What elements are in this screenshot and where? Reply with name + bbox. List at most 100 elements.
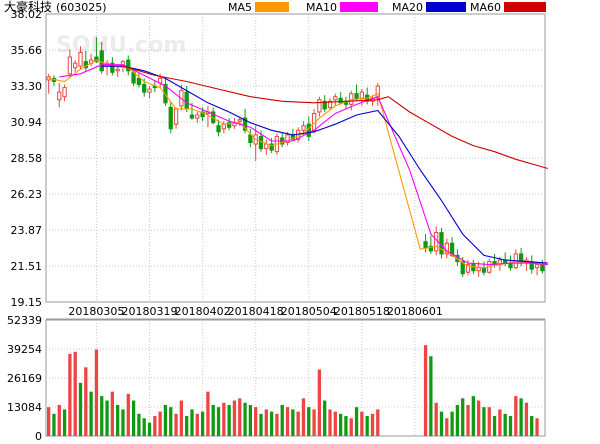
volume-bar bbox=[243, 402, 247, 436]
volume-bar bbox=[450, 411, 454, 436]
volume-bar bbox=[370, 413, 375, 436]
candle-up bbox=[78, 51, 83, 67]
volume-bar bbox=[519, 398, 523, 436]
volume-bar bbox=[312, 409, 316, 436]
candle-down bbox=[126, 59, 131, 72]
candle-up bbox=[147, 88, 152, 93]
price-tick-label: 23.87 bbox=[11, 224, 43, 237]
legend-swatch-ma20 bbox=[426, 2, 466, 12]
candle-up bbox=[73, 62, 78, 69]
volume-bar bbox=[264, 409, 268, 436]
date-tick-label: 20180418 bbox=[228, 305, 284, 318]
volume-bar bbox=[514, 396, 518, 436]
volume-bar bbox=[105, 400, 109, 436]
price-tick-label: 26.23 bbox=[11, 188, 43, 201]
volume-bar bbox=[100, 396, 104, 436]
volume-bar bbox=[137, 413, 141, 436]
candle-down bbox=[200, 111, 205, 118]
candle-down bbox=[439, 232, 444, 255]
date-tick-label: 20180305 bbox=[68, 305, 124, 318]
volume-bar bbox=[354, 407, 359, 436]
volume-bar bbox=[190, 409, 194, 436]
candle-up bbox=[375, 85, 380, 99]
volume-bar bbox=[142, 418, 146, 436]
candle-up bbox=[57, 91, 62, 101]
volume-bar bbox=[285, 407, 290, 436]
candle-down bbox=[110, 62, 115, 73]
volume-bar bbox=[461, 398, 465, 436]
candle-down bbox=[540, 264, 545, 272]
volume-bar bbox=[163, 404, 168, 436]
ma-line-ma10 bbox=[59, 64, 548, 266]
volume-bar bbox=[174, 413, 178, 436]
candle-down bbox=[354, 93, 359, 99]
candle-up bbox=[237, 119, 242, 122]
volume-bar bbox=[434, 402, 438, 436]
volume-bar bbox=[503, 413, 507, 436]
volume-bar bbox=[78, 382, 83, 436]
volume-bar bbox=[84, 367, 88, 436]
volume-bar bbox=[492, 416, 497, 436]
price-tick-label: 21.51 bbox=[11, 260, 43, 273]
volume-tick-label: 13084 bbox=[7, 401, 42, 414]
candle-down bbox=[99, 50, 104, 72]
volume-bar bbox=[116, 404, 120, 436]
price-tick-label: 30.94 bbox=[11, 116, 43, 129]
legend-label-ma60: MA60 bbox=[470, 1, 501, 14]
volume-bar bbox=[365, 416, 369, 436]
volume-bar bbox=[333, 411, 337, 436]
candle-down bbox=[423, 241, 428, 249]
volume-bar bbox=[47, 407, 51, 436]
volume-bar bbox=[62, 409, 67, 436]
volume-bar bbox=[466, 404, 470, 436]
date-tick-label: 20180601 bbox=[387, 305, 443, 318]
candle-down bbox=[338, 97, 343, 104]
legend-swatch-ma5 bbox=[255, 2, 289, 12]
volume-bar bbox=[179, 400, 184, 436]
volume-bar bbox=[254, 407, 258, 436]
candle-up bbox=[173, 108, 179, 125]
volume-bar bbox=[317, 369, 322, 436]
volume-bar bbox=[52, 413, 56, 436]
volume-bar bbox=[222, 402, 226, 436]
candle-down bbox=[460, 261, 465, 275]
candle-up bbox=[285, 134, 290, 144]
volume-bar bbox=[307, 407, 311, 436]
volume-bar bbox=[259, 413, 263, 436]
legend-label-ma5: MA5 bbox=[228, 1, 252, 14]
volume-bar bbox=[153, 416, 157, 436]
volume-bar bbox=[206, 391, 210, 436]
candle-up bbox=[221, 123, 226, 130]
price-tick-label: 19.15 bbox=[11, 296, 43, 309]
candle-up bbox=[317, 99, 322, 113]
volume-bar bbox=[94, 349, 99, 436]
volume-bar bbox=[238, 398, 242, 436]
date-tick-label: 20180402 bbox=[175, 305, 231, 318]
volume-tick-label: 26169 bbox=[7, 372, 42, 385]
candle-up bbox=[534, 264, 540, 269]
candle-up bbox=[67, 56, 73, 75]
volume-bar bbox=[423, 345, 428, 436]
candle-down bbox=[226, 122, 232, 128]
date-tick-label: 20180518 bbox=[334, 305, 390, 318]
volume-bar bbox=[524, 402, 529, 436]
candle-up bbox=[301, 125, 306, 131]
volume-bar bbox=[471, 396, 475, 436]
candle-up bbox=[434, 232, 439, 252]
volume-bar bbox=[439, 411, 444, 436]
volume-bar bbox=[200, 411, 205, 436]
candle-down bbox=[184, 91, 189, 110]
volume-bar bbox=[482, 407, 486, 436]
volume-tick-label: 52339 bbox=[7, 314, 42, 327]
volume-bar bbox=[169, 407, 173, 436]
legend-swatch-ma60 bbox=[504, 2, 546, 12]
volume-bar bbox=[68, 353, 72, 436]
volume-bar bbox=[57, 404, 61, 436]
candle-up bbox=[465, 264, 471, 273]
volume-bar bbox=[185, 416, 189, 436]
volume-bar bbox=[126, 393, 130, 436]
volume-bar bbox=[73, 351, 77, 436]
volume-bar bbox=[429, 356, 433, 436]
volume-bar bbox=[275, 413, 279, 436]
price-tick-label: 38.02 bbox=[11, 8, 43, 21]
